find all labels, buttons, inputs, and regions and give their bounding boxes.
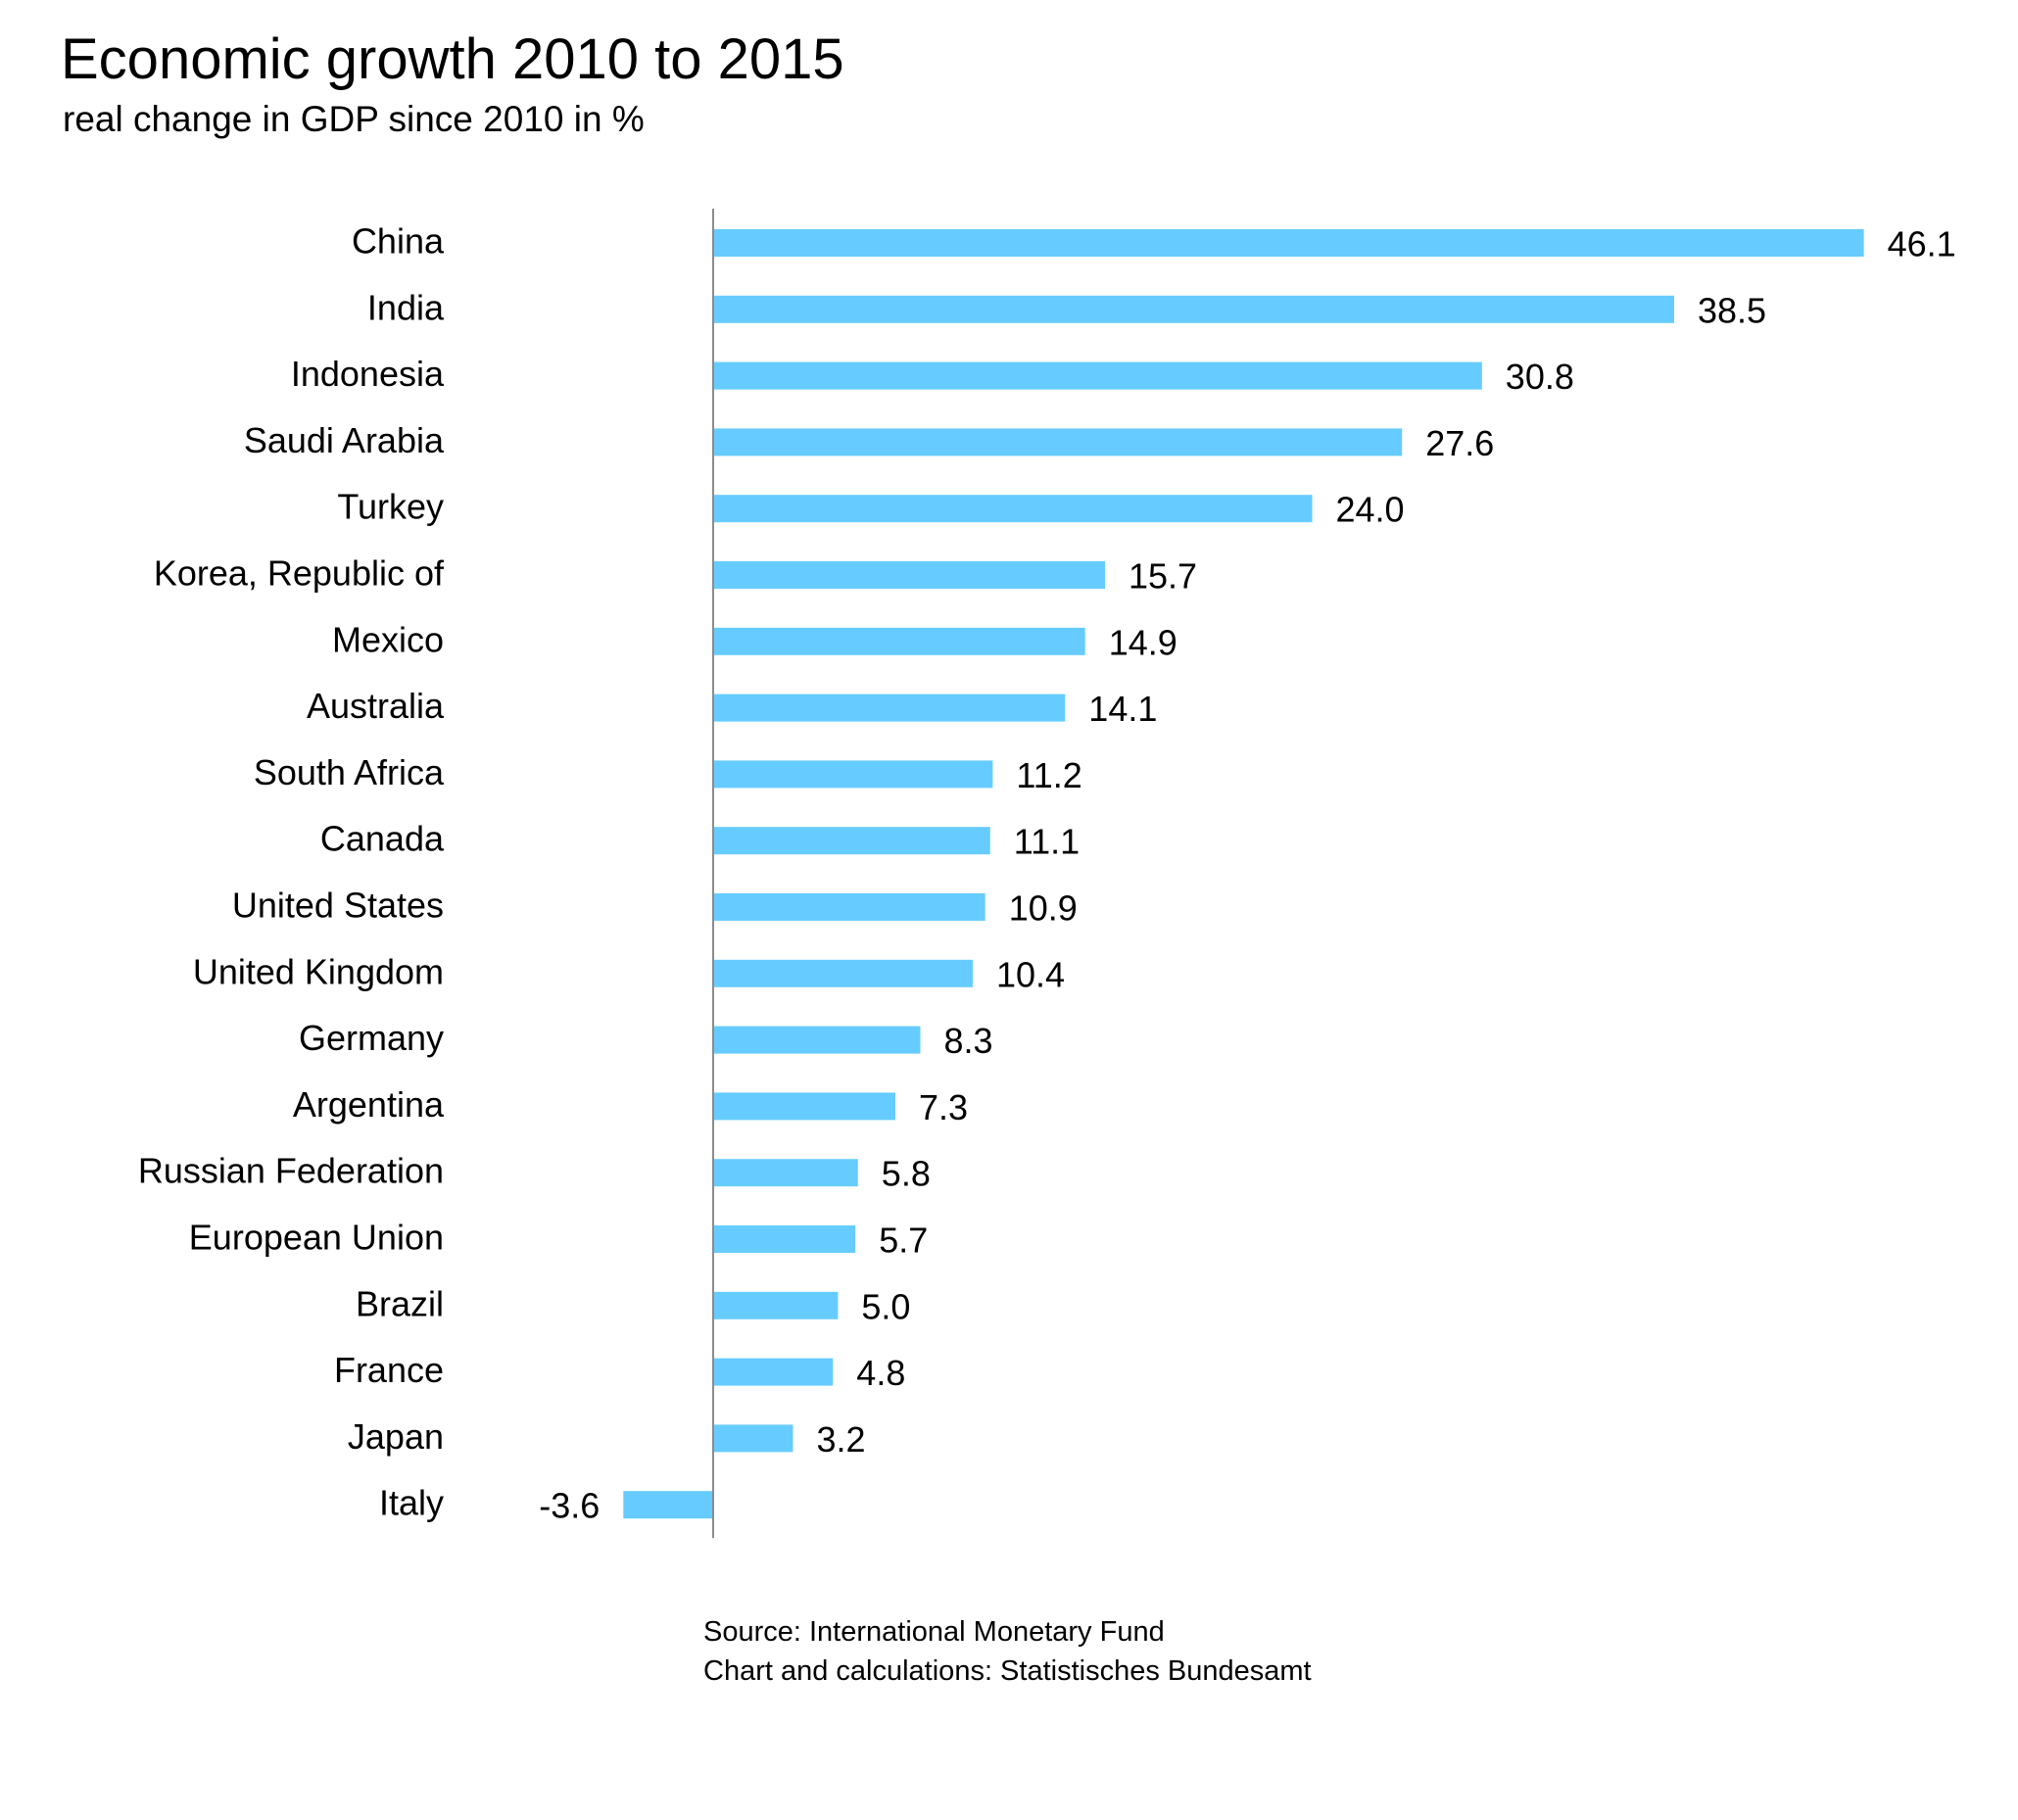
bar-japan [713, 1424, 793, 1453]
bars-group [623, 229, 1864, 1519]
value-label: 11.2 [1016, 755, 1081, 795]
bar-france [713, 1358, 834, 1386]
bar-korea-republic-of [713, 561, 1105, 589]
category-label: China [352, 221, 445, 262]
category-label: Italy [379, 1483, 444, 1523]
category-label: Argentina [293, 1084, 445, 1125]
bar-united-kingdom [713, 959, 973, 987]
value-label: 24.0 [1336, 490, 1405, 530]
category-label: Saudi Arabia [244, 420, 445, 460]
bar-argentina [713, 1092, 895, 1121]
bar-saudi-arabia [713, 428, 1403, 456]
value-label: 30.8 [1506, 357, 1574, 397]
bar-united-states [713, 893, 985, 921]
value-label: 14.1 [1088, 689, 1157, 729]
bar-canada [713, 827, 990, 855]
bar-south-africa [713, 760, 993, 789]
value-label: 5.7 [879, 1221, 928, 1261]
bar-germany [713, 1026, 921, 1054]
category-label: Germany [299, 1018, 444, 1058]
chart-title: Economic growth 2010 to 2015 [61, 27, 844, 91]
category-label: India [367, 287, 445, 327]
category-label: United Kingdom [193, 951, 444, 991]
category-labels: China India Indonesia Saudi Arabia Turkey Kor… [138, 221, 445, 1523]
value-label: 3.2 [817, 1419, 866, 1460]
chart-subtitle: real change in GDP since 2010 in % [63, 99, 645, 139]
value-label: 10.4 [996, 954, 1065, 994]
value-label: 5.0 [861, 1286, 910, 1326]
category-label: Russian Federation [138, 1151, 444, 1191]
category-label: Indonesia [291, 354, 445, 394]
category-label: France [334, 1350, 444, 1390]
value-label: 15.7 [1129, 556, 1197, 597]
category-label: European Union [189, 1218, 444, 1258]
value-label: 5.8 [882, 1154, 931, 1194]
category-label: United States [232, 886, 444, 926]
value-label: -3.6 [539, 1486, 600, 1526]
value-labels: 46.1 38.5 30.8 27.6 24.0 15.7 14.9 14.111.2 11.1… [539, 224, 1955, 1526]
bar-brazil [713, 1291, 839, 1319]
category-label: Mexico [332, 619, 444, 659]
category-label: Brazil [356, 1283, 444, 1323]
value-label: 7.3 [919, 1087, 968, 1127]
value-label: 10.9 [1009, 888, 1078, 929]
value-label: 46.1 [1888, 224, 1956, 264]
bar-russian-federation [713, 1159, 858, 1187]
category-label: Canada [320, 819, 445, 859]
value-label: 27.6 [1425, 423, 1494, 463]
bar-italy [623, 1491, 713, 1519]
bar-india [713, 295, 1674, 323]
value-label: 4.8 [856, 1353, 905, 1393]
category-label: South Africa [254, 752, 445, 792]
bar-european-union [713, 1225, 856, 1253]
source-note: Source: International Monetary Fund Char… [703, 1612, 1312, 1691]
bar-indonesia [713, 361, 1482, 390]
value-label: 38.5 [1698, 290, 1766, 330]
category-label: Australia [307, 686, 445, 726]
category-label: Japan [348, 1416, 444, 1457]
category-label: Turkey [337, 487, 444, 527]
value-label: 11.1 [1014, 822, 1080, 862]
bar-mexico [713, 627, 1085, 655]
value-label: 14.9 [1109, 622, 1177, 662]
bar-china [713, 229, 1864, 257]
bar-turkey [713, 495, 1313, 523]
category-label: Korea, Republic of [154, 553, 445, 594]
source-line-2: Chart and calculations: Statistisches Bu… [703, 1655, 1312, 1687]
bar-australia [713, 694, 1066, 722]
source-line-1: Source: International Monetary Fund [703, 1616, 1165, 1648]
value-label: 8.3 [944, 1021, 993, 1061]
